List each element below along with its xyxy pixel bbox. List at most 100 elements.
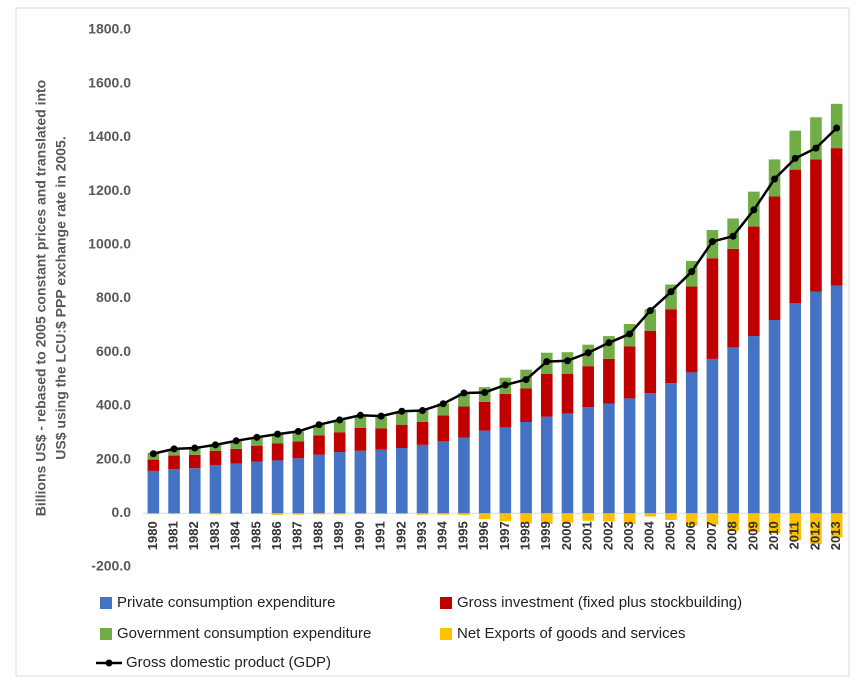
bar-segment xyxy=(748,226,760,337)
bar-segment xyxy=(644,393,657,514)
bar-segment xyxy=(292,431,305,442)
gdp-marker xyxy=(211,441,219,449)
bar-segment xyxy=(748,336,760,514)
x-tick-label: 2012 xyxy=(807,521,822,550)
x-tick-label: 1997 xyxy=(497,521,512,550)
gdp-marker xyxy=(791,154,799,162)
bar-segment xyxy=(789,513,802,541)
gdp-marker xyxy=(626,330,634,338)
y-axis-title-line: Billions US$ - rebased to 2005 constant … xyxy=(33,80,49,516)
bar-segment xyxy=(603,403,615,514)
bar-segment xyxy=(685,513,698,526)
bar-segment xyxy=(209,513,222,515)
bar-segment xyxy=(665,284,677,310)
bar-segment xyxy=(789,303,802,514)
bar-segment xyxy=(623,346,636,399)
x-tick-label: 1987 xyxy=(290,521,305,550)
bar-segment xyxy=(665,383,677,514)
x-tick-label: 1991 xyxy=(373,521,388,550)
x-tick-label: 1982 xyxy=(186,521,201,550)
bar-segment xyxy=(789,130,802,170)
x-tick-label: 1986 xyxy=(269,521,284,550)
bar-segment xyxy=(810,159,822,292)
bar-segment xyxy=(706,358,719,514)
bar-segment xyxy=(292,441,305,459)
bar-segment xyxy=(147,459,160,471)
bar-segment xyxy=(313,513,325,515)
bar-segment xyxy=(375,449,387,514)
bar-segment xyxy=(810,513,822,545)
gdp-line xyxy=(153,127,838,455)
x-tick-label: 2006 xyxy=(683,521,698,550)
bar-segment xyxy=(561,373,574,414)
bar-segment xyxy=(354,416,367,428)
x-tick-label: 2001 xyxy=(580,521,595,550)
x-tick-label: 2005 xyxy=(662,521,677,550)
x-tick-label: 2004 xyxy=(642,521,657,551)
x-tick-label: 1995 xyxy=(455,521,470,550)
bar-segment xyxy=(830,513,843,538)
bar-segment xyxy=(768,196,781,320)
bar-segment xyxy=(540,416,553,514)
bar-segment xyxy=(333,432,346,453)
x-tick-label: 1988 xyxy=(310,521,325,550)
bar-segment xyxy=(478,513,491,520)
bar-segment xyxy=(230,463,242,514)
chart-border xyxy=(15,7,850,677)
bar-segment xyxy=(251,513,263,515)
bar-segment xyxy=(520,422,532,514)
bar-segment xyxy=(188,468,201,514)
bar-segment xyxy=(685,372,698,514)
bar-segment xyxy=(168,468,180,514)
bar-segment xyxy=(582,366,594,408)
bar-segment xyxy=(644,513,657,517)
y-tick-label: 1000.0 xyxy=(88,236,131,252)
bar-segment xyxy=(685,286,698,373)
gdp-marker xyxy=(501,381,509,389)
bar-segment xyxy=(499,427,512,514)
legend-label: Government consumption expenditure xyxy=(117,625,371,642)
bar-segment xyxy=(727,248,739,348)
bar-segment xyxy=(582,513,594,521)
bar-segment xyxy=(561,513,574,523)
x-tick-label: 2002 xyxy=(600,521,615,550)
bar-segment xyxy=(375,416,387,429)
bar-segment xyxy=(582,407,594,514)
legend-marker xyxy=(105,659,113,667)
bar-segment xyxy=(644,309,657,331)
x-tick-label: 1984 xyxy=(228,521,243,551)
y-tick-label: 800.0 xyxy=(96,289,131,305)
bar-segment xyxy=(437,415,450,442)
bar-segment xyxy=(830,285,843,514)
bar-segment xyxy=(168,513,180,515)
bar-segment xyxy=(644,330,657,394)
y-tick-label: -200.0 xyxy=(91,558,131,574)
gdp-marker xyxy=(191,444,199,452)
bar-segment xyxy=(540,513,553,525)
bar-segment xyxy=(458,393,470,407)
bar-segment xyxy=(271,443,284,461)
gdp-marker xyxy=(149,450,157,458)
x-tick-label: 2009 xyxy=(745,521,760,550)
bar-segment xyxy=(603,513,615,522)
x-tick-label: 1992 xyxy=(393,521,408,550)
bar-segment xyxy=(230,513,242,515)
bar-segment xyxy=(188,454,201,469)
x-tick-label: 2013 xyxy=(828,521,843,550)
bar-segment xyxy=(313,454,325,514)
bar-segment xyxy=(499,513,512,522)
gdp-marker xyxy=(336,416,344,424)
bar-segment xyxy=(251,461,263,514)
x-tick-label: 2007 xyxy=(704,521,719,550)
x-tick-label: 2008 xyxy=(725,521,740,550)
bar-segment xyxy=(271,513,284,515)
bar-segment xyxy=(230,448,242,464)
gdp-marker xyxy=(563,357,571,365)
legend-swatch xyxy=(440,597,452,609)
x-tick-label: 1983 xyxy=(207,521,222,550)
bar-segment xyxy=(603,358,615,404)
bar-segment xyxy=(396,448,408,514)
x-tick-label: 2011 xyxy=(787,521,802,549)
y-tick-label: 1200.0 xyxy=(88,182,131,198)
